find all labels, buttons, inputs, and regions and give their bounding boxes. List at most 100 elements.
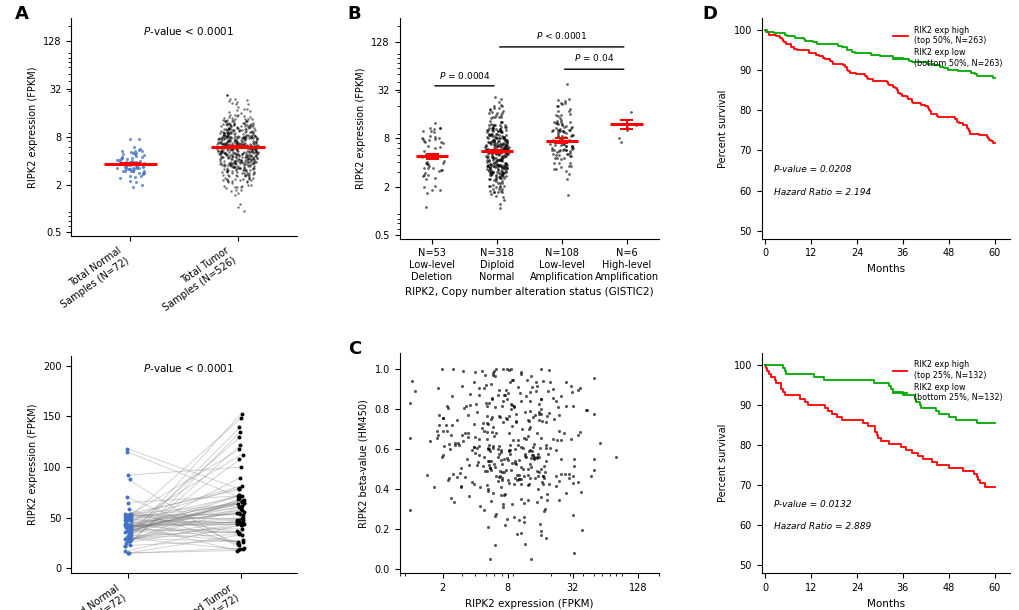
Point (551, 126, 568, 136)
Point (249, 134, 265, 144)
Point (219, 149, 235, 159)
Point (607, 452, 624, 462)
Point (486, 540, 502, 550)
Point (240, 171, 257, 181)
Point (115, 167, 131, 176)
Point (231, 473, 248, 483)
Point (226, 132, 243, 142)
Point (513, 494, 529, 504)
Point (124, 153, 141, 163)
Point (121, 535, 138, 545)
Point (234, 497, 251, 507)
Point (478, 155, 494, 165)
Point (233, 126, 250, 135)
Point (245, 148, 261, 157)
Point (492, 155, 508, 165)
Point (508, 470, 525, 479)
Point (484, 167, 500, 177)
Point (524, 450, 540, 460)
Point (211, 156, 227, 165)
Point (225, 121, 242, 131)
Point (225, 162, 242, 172)
Point (523, 446, 539, 456)
Point (536, 467, 552, 477)
Point (220, 129, 236, 139)
Point (218, 131, 234, 141)
Point (494, 168, 511, 178)
Point (507, 459, 524, 468)
Point (493, 164, 510, 174)
Point (228, 136, 245, 146)
Point (231, 490, 248, 500)
Point (513, 425, 529, 434)
Point (519, 470, 535, 480)
Point (217, 160, 233, 170)
Point (484, 122, 500, 132)
Point (236, 159, 253, 168)
Point (212, 154, 228, 164)
Point (125, 157, 142, 167)
Point (135, 170, 151, 179)
Point (121, 511, 138, 521)
Point (419, 151, 435, 161)
Point (245, 128, 261, 138)
Point (483, 151, 499, 160)
Point (249, 142, 265, 152)
Point (117, 162, 133, 171)
Point (232, 121, 249, 131)
Point (494, 144, 511, 154)
Point (240, 131, 257, 141)
Point (498, 149, 515, 159)
Point (485, 138, 501, 148)
Point (482, 554, 498, 564)
Point (213, 158, 229, 168)
Point (515, 464, 531, 474)
Point (218, 132, 234, 142)
Point (228, 140, 245, 149)
Point (119, 520, 136, 530)
Point (212, 148, 228, 157)
Point (118, 157, 135, 167)
Point (490, 160, 506, 170)
Point (237, 152, 254, 162)
Point (512, 528, 528, 537)
Point (455, 404, 472, 414)
Point (219, 163, 235, 173)
Point (236, 171, 253, 181)
Point (122, 534, 139, 544)
Point (245, 137, 261, 146)
Point (237, 171, 254, 181)
Point (498, 163, 515, 173)
Point (459, 454, 475, 464)
Point (610, 134, 627, 143)
Point (497, 166, 514, 176)
Point (238, 120, 255, 130)
Point (504, 435, 521, 445)
Point (120, 527, 137, 537)
Point (564, 121, 580, 131)
Point (439, 426, 455, 436)
Point (510, 382, 526, 392)
Text: $\it{P}$ = 0.0004: $\it{P}$ = 0.0004 (438, 70, 490, 81)
Point (495, 146, 512, 156)
Point (221, 96, 237, 106)
Point (562, 131, 579, 140)
Point (505, 512, 522, 522)
Point (417, 158, 433, 168)
Point (557, 141, 574, 151)
Point (119, 548, 136, 558)
Point (496, 147, 513, 157)
Point (494, 132, 511, 142)
Point (230, 538, 247, 548)
Point (118, 526, 135, 536)
Point (244, 154, 260, 163)
Point (234, 506, 251, 515)
Point (487, 170, 503, 179)
Point (246, 148, 262, 158)
Point (217, 148, 233, 158)
Point (488, 157, 504, 167)
Y-axis label: Percent survival: Percent survival (717, 424, 728, 503)
Point (502, 364, 519, 374)
Point (492, 155, 508, 165)
Point (216, 113, 232, 123)
